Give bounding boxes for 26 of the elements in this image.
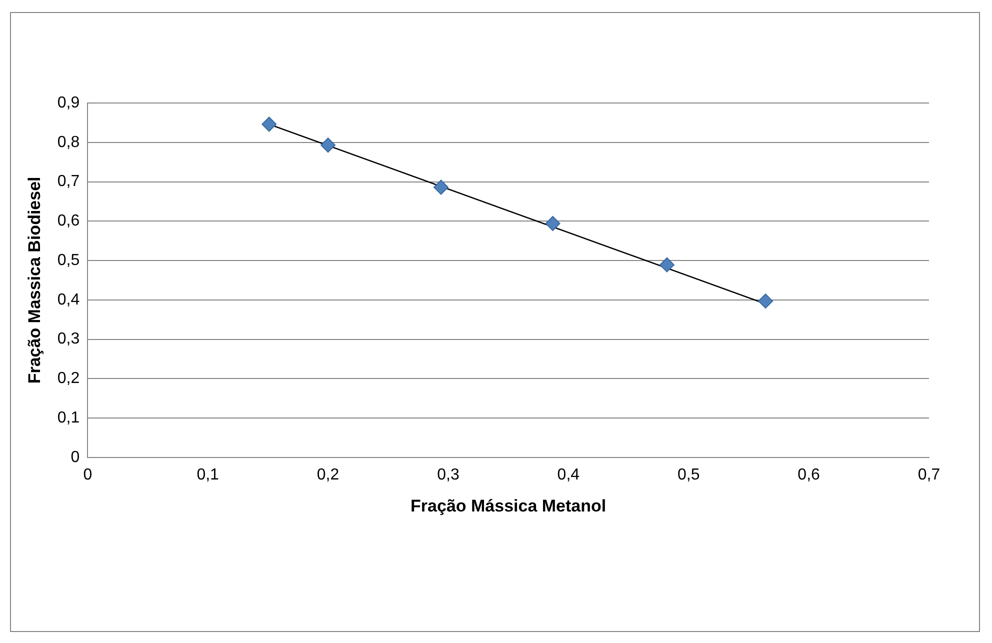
x-tick-label: 0,5 xyxy=(677,466,700,484)
point xyxy=(659,257,674,272)
point xyxy=(545,216,560,231)
y-tick-label: 0,6 xyxy=(57,212,80,230)
y-tick-label: 0,2 xyxy=(57,370,80,388)
x-tick-label: 0,7 xyxy=(918,466,940,484)
y-axis-title: Fração Massica Biodiesel xyxy=(24,176,44,384)
point xyxy=(320,138,336,153)
point xyxy=(262,116,277,132)
x-tick-label: 0,2 xyxy=(316,466,340,484)
y-tick-label: 0,7 xyxy=(57,173,80,190)
point xyxy=(758,294,774,309)
x-tick-label: 0,1 xyxy=(196,466,220,484)
y-tick-label: 0,4 xyxy=(57,291,80,308)
x-tick-label: 0,3 xyxy=(437,466,460,484)
x-tick-label: 0,4 xyxy=(557,466,580,484)
y-tick-label: 0,5 xyxy=(57,252,80,269)
y-tick-label: 0,8 xyxy=(57,134,80,151)
x-tick-label: 0 xyxy=(83,466,92,484)
x-tick-label: 0,6 xyxy=(798,466,820,484)
y-tick-label: 0 xyxy=(70,448,80,466)
x-axis-title: Fração Mássica Metanol xyxy=(410,496,606,516)
point xyxy=(434,180,449,195)
y-tick-label: 0,1 xyxy=(57,409,80,426)
y-tick-label: 0,9 xyxy=(57,94,80,112)
y-tick-label: 0,3 xyxy=(57,330,80,348)
